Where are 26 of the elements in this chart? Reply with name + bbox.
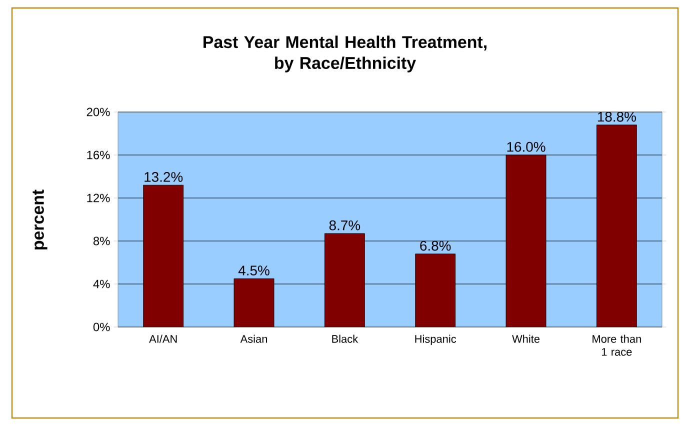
data-label: 16.0%	[507, 142, 546, 152]
data-label: 13.2%	[144, 172, 183, 182]
x-tick-label: More than 1 race	[592, 334, 641, 356]
x-tick-label: Asian	[240, 334, 267, 343]
y-tick-label: 8%	[93, 236, 110, 246]
y-tick-label: 0%	[93, 322, 110, 332]
x-tick-label: Black	[332, 334, 358, 343]
y-tick-label: 20%	[86, 108, 110, 116]
y-axis-title: percent	[32, 190, 48, 250]
data-label: 8.7%	[329, 220, 360, 230]
bar	[234, 278, 274, 327]
bar	[415, 254, 456, 327]
y-tick-label: 12%	[87, 194, 110, 202]
y-tick-label: 4%	[93, 280, 110, 288]
bar	[506, 154, 546, 327]
x-tick-label: AI/AN	[149, 334, 177, 343]
bar	[143, 184, 184, 327]
x-tick-label: White	[512, 334, 540, 343]
bar	[324, 233, 365, 327]
y-tick-label: 16%	[87, 150, 110, 160]
chart-title: Past Year Mental Health Treatment, by Race/Ethnicity	[204, 36, 486, 72]
x-tick-label: Hispanic	[415, 334, 456, 345]
data-label: 4.5%	[238, 266, 270, 276]
data-label: 18.8%	[598, 112, 636, 122]
bar	[596, 124, 637, 327]
data-label: 6.8%	[420, 240, 451, 251]
